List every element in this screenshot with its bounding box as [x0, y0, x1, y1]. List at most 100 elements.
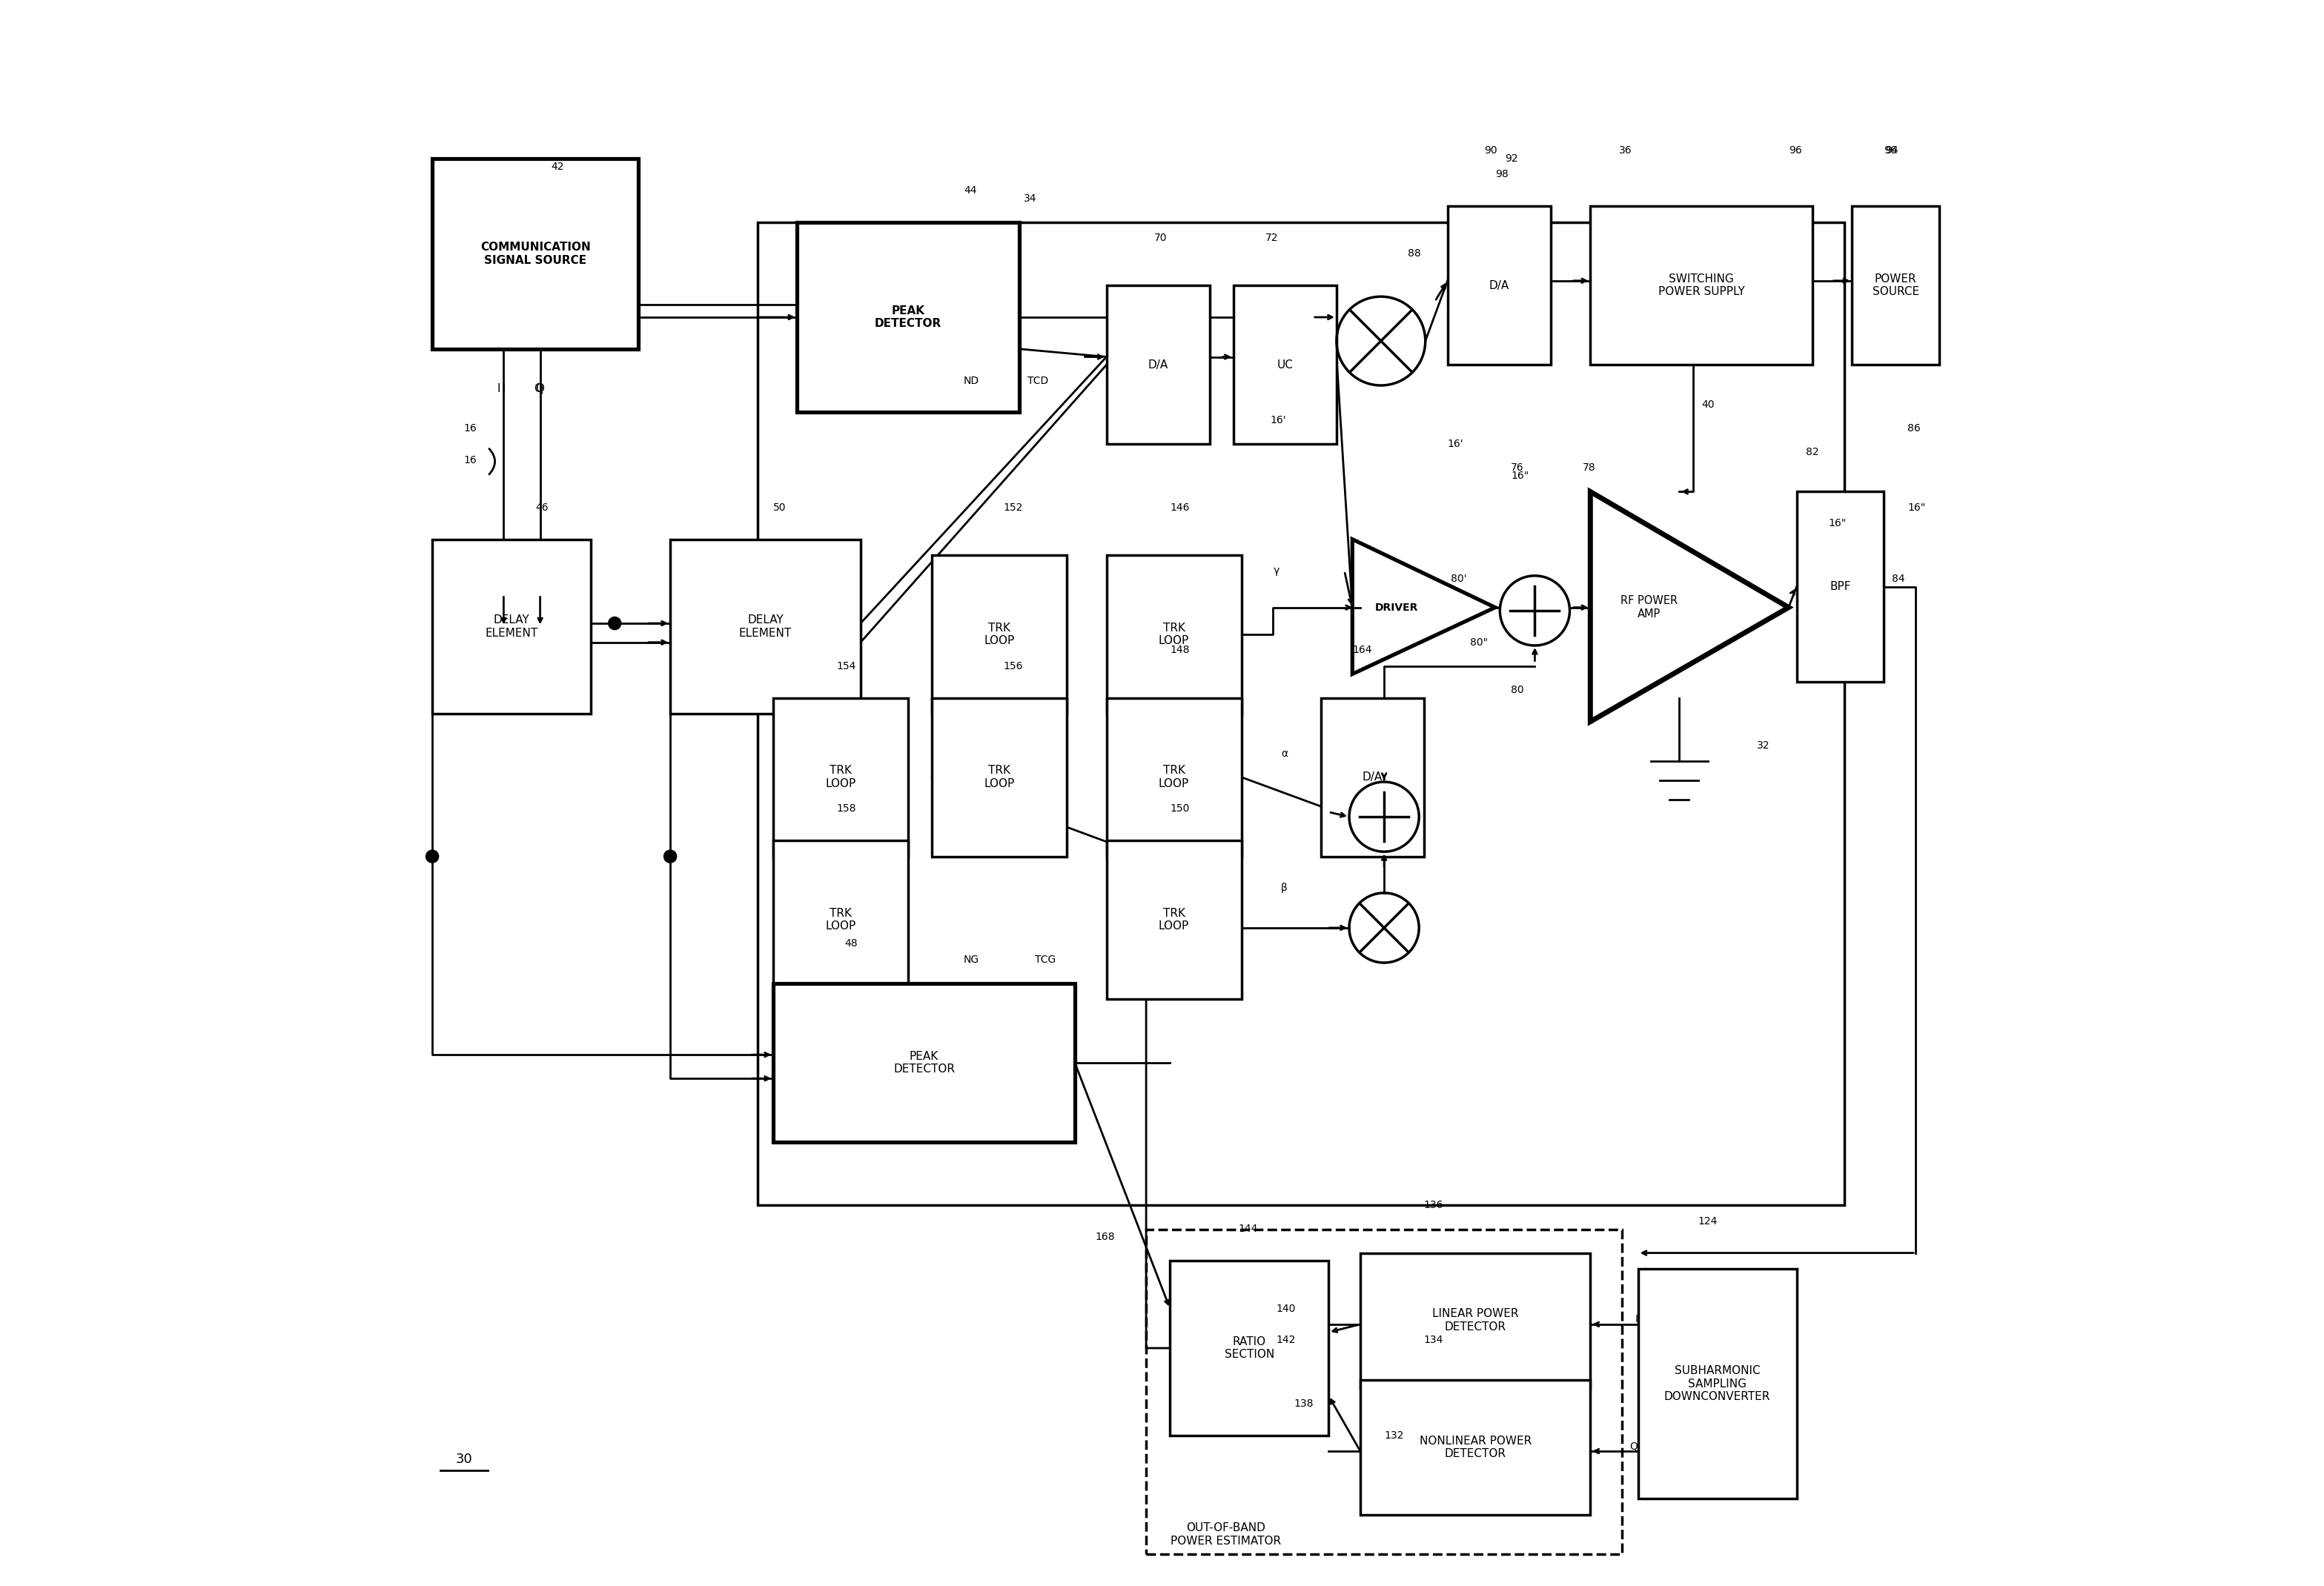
- FancyBboxPatch shape: [1106, 285, 1208, 444]
- Text: Q: Q: [1629, 1442, 1638, 1451]
- FancyBboxPatch shape: [669, 539, 860, 714]
- Text: PEAK
DETECTOR: PEAK DETECTOR: [874, 305, 941, 330]
- FancyBboxPatch shape: [1360, 1253, 1590, 1388]
- Text: β: β: [1281, 883, 1287, 893]
- Text: 70: 70: [1155, 233, 1167, 243]
- Text: 80': 80': [1450, 574, 1466, 584]
- Text: 92: 92: [1504, 154, 1518, 163]
- FancyBboxPatch shape: [774, 983, 1074, 1142]
- Text: 40: 40: [1701, 400, 1715, 409]
- Text: 148: 148: [1169, 646, 1190, 655]
- Text: 150: 150: [1169, 804, 1190, 814]
- Text: 142: 142: [1276, 1335, 1297, 1345]
- Text: RF POWER
AMP: RF POWER AMP: [1620, 595, 1678, 620]
- Text: UC: UC: [1276, 358, 1292, 371]
- FancyBboxPatch shape: [1448, 206, 1550, 365]
- FancyBboxPatch shape: [1852, 206, 1938, 365]
- FancyBboxPatch shape: [1360, 1380, 1590, 1515]
- FancyBboxPatch shape: [932, 555, 1067, 714]
- Text: 168: 168: [1095, 1232, 1116, 1242]
- Text: D/A: D/A: [1490, 279, 1508, 292]
- Text: 96: 96: [1885, 146, 1896, 155]
- FancyBboxPatch shape: [1169, 1261, 1329, 1435]
- Text: NONLINEAR POWER
DETECTOR: NONLINEAR POWER DETECTOR: [1420, 1435, 1532, 1459]
- Text: DELAY
ELEMENT: DELAY ELEMENT: [739, 614, 792, 639]
- Text: 154: 154: [837, 661, 855, 671]
- Text: DRIVER: DRIVER: [1376, 603, 1418, 612]
- Text: POWER
SOURCE: POWER SOURCE: [1873, 273, 1920, 298]
- Text: TRK
LOOP: TRK LOOP: [825, 764, 855, 790]
- Text: SUBHARMONIC
SAMPLING
DOWNCONVERTER: SUBHARMONIC SAMPLING DOWNCONVERTER: [1664, 1366, 1771, 1402]
- Text: 16': 16': [1269, 416, 1285, 425]
- Text: 16': 16': [1448, 439, 1464, 449]
- Text: COMMUNICATION
SIGNAL SOURCE: COMMUNICATION SIGNAL SOURCE: [481, 241, 590, 266]
- FancyBboxPatch shape: [1320, 698, 1425, 856]
- Text: 42: 42: [551, 162, 565, 171]
- Text: TRK
LOOP: TRK LOOP: [825, 907, 855, 933]
- Text: 44: 44: [964, 186, 976, 195]
- Text: 144: 144: [1239, 1224, 1257, 1234]
- Text: 76: 76: [1511, 463, 1525, 473]
- Text: RATIO
SECTION: RATIO SECTION: [1225, 1335, 1274, 1361]
- Text: NG: NG: [964, 955, 978, 964]
- Text: TRK
LOOP: TRK LOOP: [1160, 622, 1190, 647]
- Text: γ: γ: [1274, 566, 1278, 576]
- Text: 78: 78: [1583, 463, 1597, 473]
- Text: TRK
LOOP: TRK LOOP: [983, 764, 1016, 790]
- Text: D/A: D/A: [1148, 358, 1169, 371]
- Text: 80": 80": [1469, 638, 1487, 647]
- Circle shape: [665, 850, 676, 863]
- Circle shape: [609, 617, 621, 630]
- Text: 146: 146: [1169, 503, 1190, 512]
- Text: OUT-OF-BAND
POWER ESTIMATOR: OUT-OF-BAND POWER ESTIMATOR: [1171, 1523, 1281, 1546]
- Text: 124: 124: [1699, 1216, 1717, 1226]
- Text: 72: 72: [1264, 233, 1278, 243]
- Text: 136: 136: [1425, 1201, 1443, 1210]
- Text: BPF: BPF: [1829, 580, 1850, 593]
- FancyBboxPatch shape: [1106, 841, 1241, 999]
- Text: DELAY
ELEMENT: DELAY ELEMENT: [486, 614, 537, 639]
- Text: SWITCHING
POWER SUPPLY: SWITCHING POWER SUPPLY: [1657, 273, 1745, 298]
- Text: 86: 86: [1908, 423, 1920, 433]
- Text: 16: 16: [462, 423, 476, 433]
- Text: 32: 32: [1757, 741, 1771, 750]
- FancyBboxPatch shape: [774, 698, 909, 856]
- FancyBboxPatch shape: [432, 159, 639, 349]
- Text: 16": 16": [1511, 471, 1529, 481]
- Text: 34: 34: [1025, 193, 1037, 203]
- Text: 134: 134: [1425, 1335, 1443, 1345]
- Text: 30: 30: [456, 1453, 472, 1465]
- Text: Q: Q: [537, 382, 544, 395]
- Text: I: I: [502, 382, 504, 395]
- Text: 16": 16": [1829, 519, 1845, 528]
- FancyBboxPatch shape: [1106, 698, 1241, 856]
- Text: TRK
LOOP: TRK LOOP: [1160, 764, 1190, 790]
- Text: 138: 138: [1294, 1399, 1313, 1408]
- Text: Q: Q: [535, 382, 544, 395]
- Text: 156: 156: [1004, 661, 1023, 671]
- FancyBboxPatch shape: [1638, 1269, 1796, 1499]
- FancyBboxPatch shape: [1590, 206, 1813, 365]
- Text: 80: 80: [1511, 685, 1525, 695]
- Text: LINEAR POWER
DETECTOR: LINEAR POWER DETECTOR: [1432, 1308, 1518, 1332]
- Text: TCG: TCG: [1034, 955, 1055, 964]
- Text: 94: 94: [1885, 146, 1899, 155]
- Text: 164: 164: [1353, 646, 1371, 655]
- Text: 16: 16: [462, 455, 476, 465]
- FancyBboxPatch shape: [1106, 555, 1241, 714]
- FancyBboxPatch shape: [432, 539, 590, 714]
- Text: I: I: [497, 382, 500, 395]
- Text: 140: 140: [1276, 1304, 1297, 1313]
- Text: TRK
LOOP: TRK LOOP: [1160, 907, 1190, 933]
- Text: 84: 84: [1892, 574, 1906, 584]
- Text: 46: 46: [535, 503, 548, 512]
- Text: 158: 158: [837, 804, 858, 814]
- FancyBboxPatch shape: [932, 698, 1067, 856]
- Text: 98: 98: [1494, 170, 1508, 179]
- Text: D/A: D/A: [1362, 771, 1383, 783]
- Text: 96: 96: [1789, 146, 1801, 155]
- FancyBboxPatch shape: [1234, 285, 1336, 444]
- Text: 36: 36: [1620, 146, 1631, 155]
- Circle shape: [425, 850, 439, 863]
- FancyBboxPatch shape: [1796, 492, 1885, 682]
